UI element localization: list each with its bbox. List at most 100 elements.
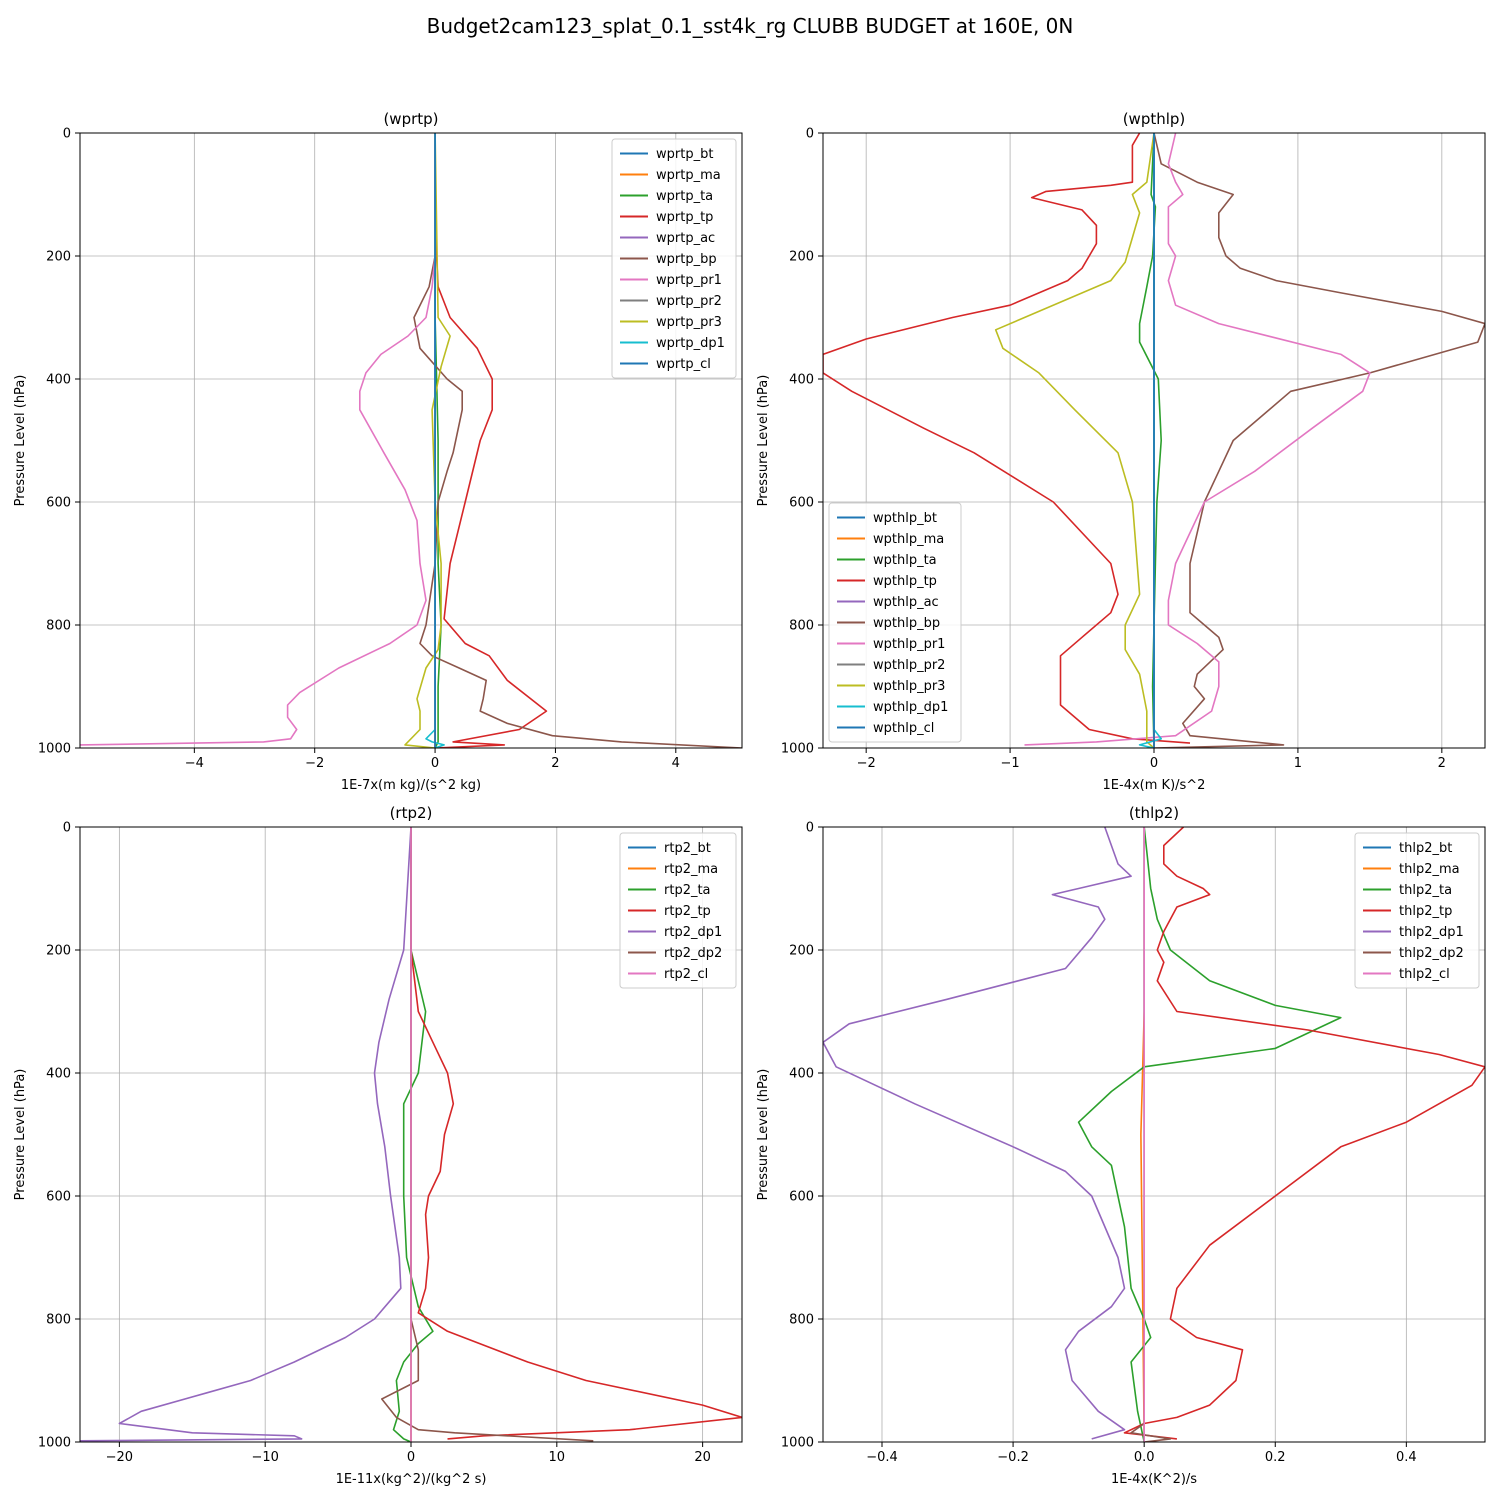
legend-entry: wprtp_tp — [656, 210, 713, 225]
y-tick-label: 1000 — [38, 742, 71, 757]
y-tick-label: 1000 — [781, 742, 814, 757]
legend: wpthlp_bt wpthlp_ma wpthlp_ta wpthlp_tpwpth… — [828, 502, 962, 743]
y-tick-label: 600 — [46, 1190, 71, 1205]
x-tick-label: 20 — [694, 1450, 711, 1465]
y-tick-label: 1000 — [781, 1436, 814, 1451]
legend-entry: wpthlp_tp — [873, 574, 937, 589]
series-line-thlp2_ta — [1077, 827, 1342, 1442]
series-line-rtp2_ta — [392, 827, 434, 1442]
x-tick-label: 0.4 — [1396, 1450, 1417, 1465]
series-line-rtp2_tp — [410, 827, 742, 1440]
x-tick-label: −4 — [185, 756, 204, 771]
x-tick-label: −20 — [106, 1450, 133, 1465]
x-axis-label: 1E-11x(kg^2)/(kg^2 s) — [336, 1472, 487, 1487]
legend-entry: thlp2_bt — [1399, 841, 1452, 856]
legend-entry: rtp2_ta — [664, 883, 711, 898]
legend-entry: wprtp_ma — [656, 168, 721, 183]
legend-entry: wpthlp_cl — [873, 721, 934, 736]
legend-box — [611, 138, 737, 379]
legend-entry: wpthlp_pr3 — [873, 679, 945, 694]
series-line-wprtp_pr1 — [80, 133, 436, 746]
chart-panel-1: −4 −2 0 2 4 0 200 400 600 800 1000 (wprtp) 1E-7x(m k… — [13, 110, 743, 793]
legend-entry: wpthlp_dp1 — [873, 700, 948, 715]
series-line-wpthlp_tp — [823, 133, 1191, 744]
x-tick-label: −2 — [305, 756, 324, 771]
legend-entry: rtp2_dp2 — [664, 946, 722, 961]
y-tick-label: 200 — [789, 250, 814, 265]
x-tick-label: 2 — [551, 756, 559, 771]
figure-title: Budget2cam123_splat_0.1_sst4k_rg CLUBB B… — [426, 14, 1074, 38]
legend-entry: thlp2_cl — [1399, 967, 1450, 982]
y-axis-label: Pressure Level (hPa) — [13, 375, 28, 507]
y-tick-label: 0 — [806, 127, 814, 142]
y-tick-label: 200 — [46, 944, 71, 959]
legend-entry: wpthlp_ma — [873, 532, 944, 547]
y-axis-label: Pressure Level (hPa) — [756, 1069, 771, 1201]
series-line-wprtp_tp — [434, 133, 548, 748]
x-tick-label: 0.0 — [1134, 1450, 1155, 1465]
legend-entry: thlp2_dp1 — [1399, 925, 1464, 940]
plot-frame — [822, 826, 1486, 1443]
legend-entry: thlp2_ma — [1399, 862, 1460, 877]
series-line-thlp2_dp2 — [1130, 827, 1172, 1442]
y-tick-label: 0 — [63, 127, 71, 142]
legend-entry: wprtp_pr3 — [656, 315, 722, 330]
legend-entry: rtp2_dp1 — [664, 925, 722, 940]
legend-entry: wpthlp_bp — [873, 616, 940, 631]
y-tick-label: 400 — [46, 1067, 71, 1082]
series-line-thlp2_dp1 — [823, 827, 1132, 1440]
y-tick-label: 400 — [789, 373, 814, 388]
legend-entry: wprtp_dp1 — [656, 336, 725, 351]
legend-entry: wpthlp_pr1 — [873, 637, 945, 652]
series-line-wpthlp_dp1 — [1138, 133, 1162, 748]
series-line-wpthlp_pr1 — [1024, 133, 1371, 746]
x-tick-label: −10 — [251, 1450, 278, 1465]
legend-entry: wprtp_pr2 — [656, 294, 722, 309]
x-tick-label: −0.2 — [997, 1450, 1029, 1465]
panel-title: (wpthlp) — [1123, 110, 1186, 128]
x-axis-label: 1E-7x(m kg)/(s^2 kg) — [341, 778, 481, 793]
legend-entry: rtp2_bt — [664, 841, 711, 856]
legend-entry: wprtp_cl — [656, 357, 711, 372]
legend-box — [1354, 832, 1480, 989]
y-tick-label: 1000 — [38, 1436, 71, 1451]
legend-entry: wpthlp_ta — [873, 553, 937, 568]
panel-title: (thlp2) — [1129, 804, 1179, 822]
y-tick-label: 600 — [789, 496, 814, 511]
x-tick-label: −0.4 — [866, 1450, 898, 1465]
x-axis-label: 1E-4x(m K)/s^2 — [1103, 778, 1206, 793]
y-tick-label: 800 — [46, 1313, 71, 1328]
legend: wprtp_bt wprtp_ma wprtp_ta wprtp_tp wprtp_ac… — [611, 138, 737, 379]
panel-title: (wprtp) — [383, 110, 438, 128]
chart-panel-2: −2 −1 0 1 2 0 200 400 600 800 1000 (wpthlp) 1E-4x(m … — [756, 110, 1486, 793]
x-tick-label: 0 — [407, 1450, 415, 1465]
legend-entry: rtp2_cl — [664, 967, 708, 982]
y-tick-label: 400 — [789, 1067, 814, 1082]
legend-box — [828, 502, 962, 743]
series-line-wpthlp_bp — [1153, 133, 1485, 748]
y-tick-label: 800 — [789, 619, 814, 634]
series-line-wpthlp_ta — [1138, 133, 1162, 748]
legend-entry: wprtp_bt — [656, 147, 713, 162]
legend-entry: wpthlp_pr2 — [873, 658, 945, 673]
y-tick-label: 0 — [63, 821, 71, 836]
y-axis-label: Pressure Level (hPa) — [13, 1069, 28, 1201]
x-tick-label: 10 — [549, 1450, 566, 1465]
x-tick-label: 0 — [1150, 756, 1158, 771]
y-tick-label: 200 — [789, 944, 814, 959]
x-tick-label: 1 — [1294, 756, 1302, 771]
series-line-rtp2_dp2 — [380, 827, 594, 1442]
y-tick-label: 600 — [789, 1190, 814, 1205]
x-tick-label: 0 — [431, 756, 439, 771]
x-tick-label: 4 — [672, 756, 680, 771]
x-tick-label: −1 — [1001, 756, 1020, 771]
y-tick-label: 200 — [46, 250, 71, 265]
y-tick-label: 600 — [46, 496, 71, 511]
x-axis-label: 1E-4x(K^2)/s — [1111, 1472, 1197, 1487]
series-line-thlp2_tp — [1123, 827, 1485, 1440]
legend-box — [619, 832, 737, 989]
y-tick-label: 800 — [789, 1313, 814, 1328]
series-line-wprtp_pr3 — [404, 133, 451, 748]
